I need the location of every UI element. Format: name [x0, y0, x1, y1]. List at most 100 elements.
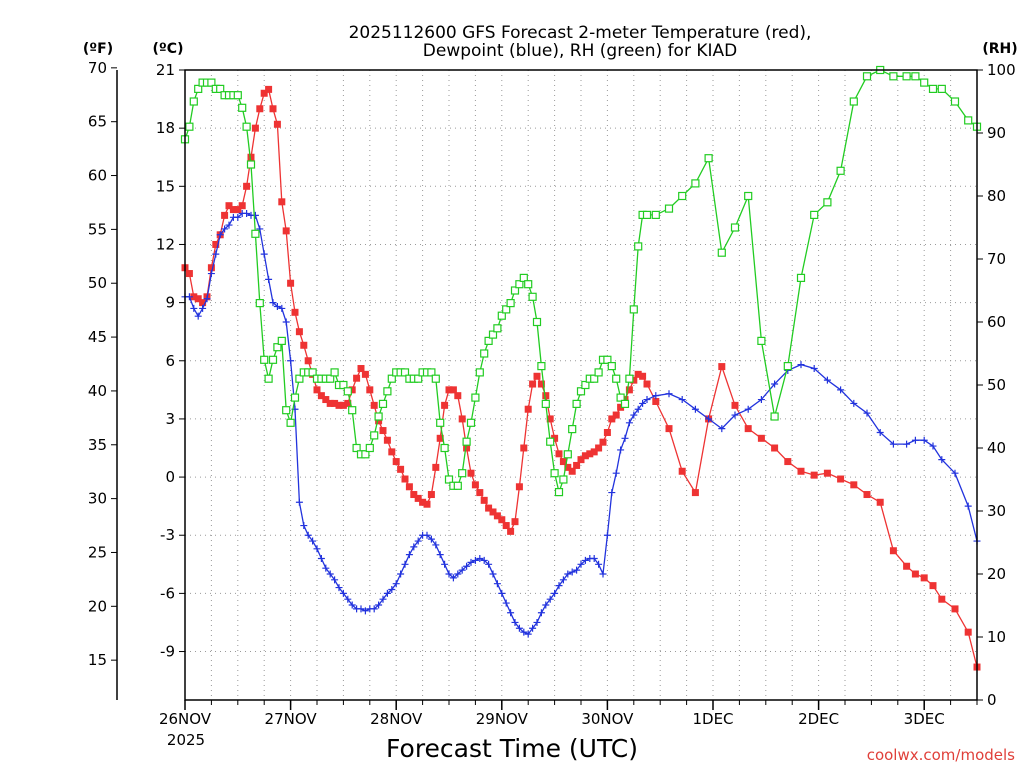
dewpoint-point	[467, 558, 475, 566]
rh-point	[563, 450, 572, 459]
dewpoint-point	[507, 609, 515, 617]
dewpoint-point	[731, 411, 739, 419]
temperature-point	[427, 491, 435, 499]
dewpoint-point	[511, 618, 519, 626]
rh-point	[911, 72, 920, 81]
rh-point	[862, 72, 872, 81]
rh-point	[268, 355, 278, 364]
dewpoint-point	[326, 570, 334, 578]
rh-tick-label: 50	[987, 376, 1006, 394]
rh-point	[836, 166, 845, 175]
rh-point	[264, 374, 273, 383]
dewpoint-point	[207, 270, 215, 278]
rh-point	[233, 91, 242, 100]
temperature-point	[419, 498, 427, 506]
temperature-point	[467, 469, 475, 477]
dewpoint-point	[309, 537, 317, 545]
temperature-point	[445, 386, 453, 394]
rh-point	[361, 450, 370, 459]
temperature-point	[625, 386, 633, 394]
dewpoint-point	[555, 582, 563, 590]
temperature-point	[344, 399, 352, 407]
temperature-point	[432, 463, 440, 471]
chart-subtitle: Dewpoint (blue), RH (green) for KIAD	[423, 41, 737, 61]
rh-point	[330, 368, 339, 377]
dewpoint-point	[348, 601, 356, 609]
rh-point	[546, 437, 555, 446]
x-tick-label: 2DEC	[798, 710, 839, 728]
celsius-tick-label: 12	[156, 235, 175, 253]
rh-point	[849, 97, 858, 106]
dewpoint-point	[480, 556, 488, 564]
dewpoint-point	[920, 436, 928, 444]
series-layer	[180, 65, 982, 671]
temperature-point	[295, 328, 303, 336]
rh-point	[343, 387, 352, 396]
celsius-unit-label: (ºC)	[153, 41, 184, 57]
celsius-tick-label: -3	[160, 526, 175, 544]
temperature-point	[397, 465, 405, 473]
fahrenheit-unit-label: (ºF)	[83, 41, 113, 57]
rh-point	[744, 191, 753, 201]
rh-point	[374, 412, 383, 421]
temperature-point	[471, 481, 479, 489]
rh-point	[238, 103, 247, 112]
temperature-point	[731, 401, 739, 409]
dewpoint-point	[392, 580, 400, 588]
dewpoint-point	[203, 295, 211, 303]
temperature-point	[326, 399, 334, 407]
rh-point	[216, 84, 225, 94]
dewpoint-point	[595, 560, 603, 568]
temperature-point	[542, 392, 550, 400]
chart-title: 2025112600 GFS Forecast 2-meter Temperat…	[349, 23, 812, 43]
temperature-point	[903, 562, 911, 570]
rh-point	[519, 273, 528, 282]
x-tick-label: 3DEC	[904, 710, 945, 728]
dewpoint-point	[260, 250, 268, 258]
dewpoint-point	[423, 531, 431, 539]
temperature-point	[405, 483, 413, 491]
temperature-point	[559, 458, 567, 466]
dewpoint-point	[863, 409, 871, 417]
temperature-point	[507, 527, 515, 535]
dewpoint-point	[357, 605, 365, 613]
celsius-tick-label: -9	[160, 643, 175, 661]
temperature-point	[757, 434, 765, 442]
dewpoint-point	[665, 390, 673, 398]
rh-point	[383, 387, 392, 396]
dewpoint-point	[964, 502, 972, 510]
temperature-point	[370, 401, 378, 409]
dewpoint-point	[251, 211, 259, 219]
dewpoint-point	[331, 576, 339, 584]
rh-unit-label: (RH)	[982, 41, 1017, 57]
temperature-point	[678, 467, 686, 475]
fahrenheit-tick-label: 60	[88, 167, 107, 185]
dewpoint-point	[427, 535, 435, 543]
dewpoint-point	[445, 570, 453, 578]
rh-point	[902, 72, 911, 81]
temperature-point	[414, 494, 422, 502]
rh-point	[295, 374, 304, 383]
dewpoint-point	[379, 595, 387, 603]
dewpoint-point	[375, 601, 383, 609]
dewpoint-point	[397, 570, 405, 578]
temperature-point	[823, 469, 831, 477]
temperature-point	[744, 425, 752, 433]
rh-point	[920, 78, 929, 87]
temperature-point	[339, 401, 347, 409]
dewpoint-point	[903, 440, 911, 448]
dewpoint-point	[339, 589, 347, 597]
rh-tick-label: 20	[987, 565, 1006, 583]
temperature-point	[603, 428, 611, 436]
temperature-point	[581, 452, 589, 460]
dewpoint-point	[625, 419, 633, 427]
rh-point	[400, 368, 410, 377]
temperature-point	[850, 481, 858, 489]
rh-point	[629, 305, 638, 314]
dewpoint-point	[463, 562, 471, 570]
rh-point	[634, 242, 643, 251]
dewpoint-point	[194, 312, 202, 320]
rh-point	[616, 393, 625, 402]
temperature-point	[401, 475, 409, 483]
